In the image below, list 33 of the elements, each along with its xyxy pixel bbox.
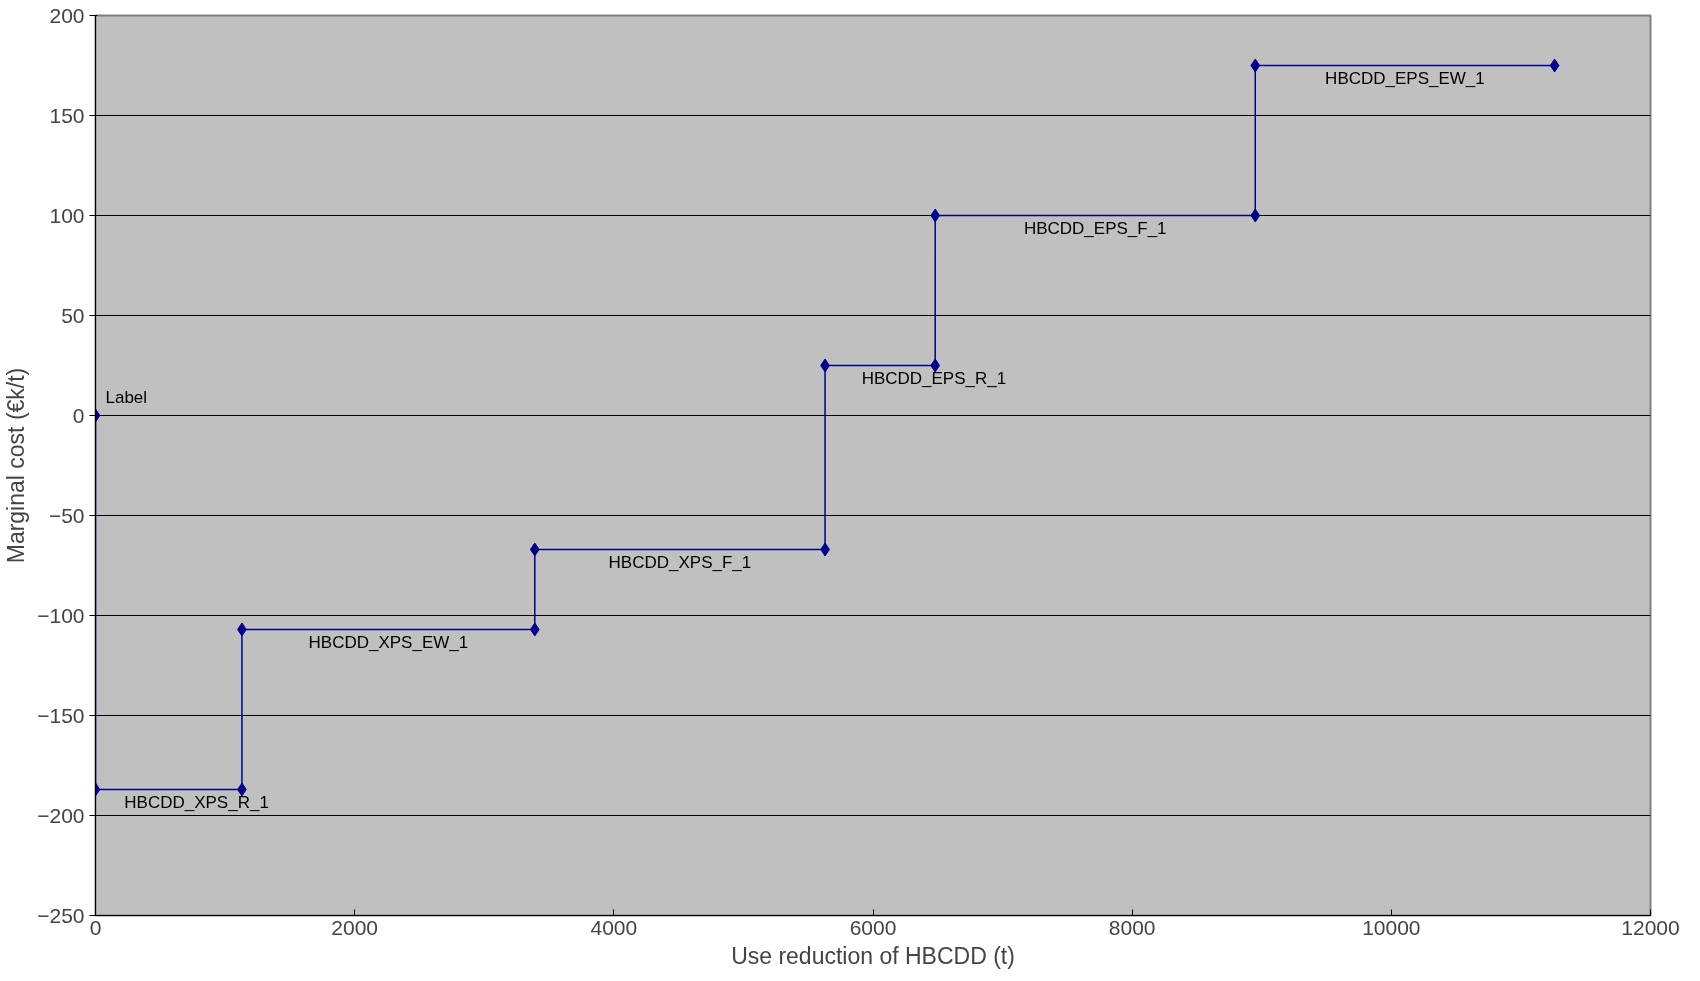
point (930, 358, 941, 373)
y-tick-label: 0 (72, 403, 85, 427)
y-tick-label: −200 (37, 803, 85, 827)
y-tick-label: 200 (49, 3, 85, 27)
point (930, 208, 941, 223)
x-tick-label: 2000 (331, 915, 379, 939)
x-tick-label: 12000 (1621, 915, 1680, 939)
y-tick-label: −100 (37, 603, 85, 627)
point (529, 622, 540, 637)
annotation: HBCDD_EPS_R_1 (861, 368, 1007, 388)
x-tick-label: 0 (89, 915, 102, 939)
point (1250, 58, 1261, 73)
annotation: Label (105, 387, 148, 407)
point (1549, 58, 1560, 73)
annotation: HBCDD_XPS_F_1 (608, 552, 752, 572)
x-tick-label: 8000 (1108, 915, 1156, 939)
x-tick-label: 10000 (1362, 915, 1421, 939)
y-tick-label: 100 (49, 203, 85, 227)
x-axis-title: Use reduction of HBCDD (t) (731, 942, 1015, 969)
y-tick-label: −50 (48, 503, 85, 527)
point (529, 542, 540, 557)
y-tick-label: −150 (37, 703, 85, 727)
annotation: HBCDD_XPS_R_1 (124, 792, 269, 812)
y-axis-title: Marginal cost (€k/t) (3, 367, 30, 564)
x-tick-label: 6000 (849, 915, 897, 939)
y-tick-label: −250 (37, 903, 85, 927)
y-tick-label: 150 (49, 103, 85, 127)
point (1250, 208, 1261, 223)
annotation: HBCDD_EPS_EW_1 (1325, 68, 1485, 88)
y-tick-label: 50 (61, 303, 85, 327)
annotation: HBCDD_XPS_EW_1 (308, 632, 469, 652)
annotation: HBCDD_EPS_F_1 (1023, 218, 1167, 238)
x-tick-label: 4000 (590, 915, 638, 939)
